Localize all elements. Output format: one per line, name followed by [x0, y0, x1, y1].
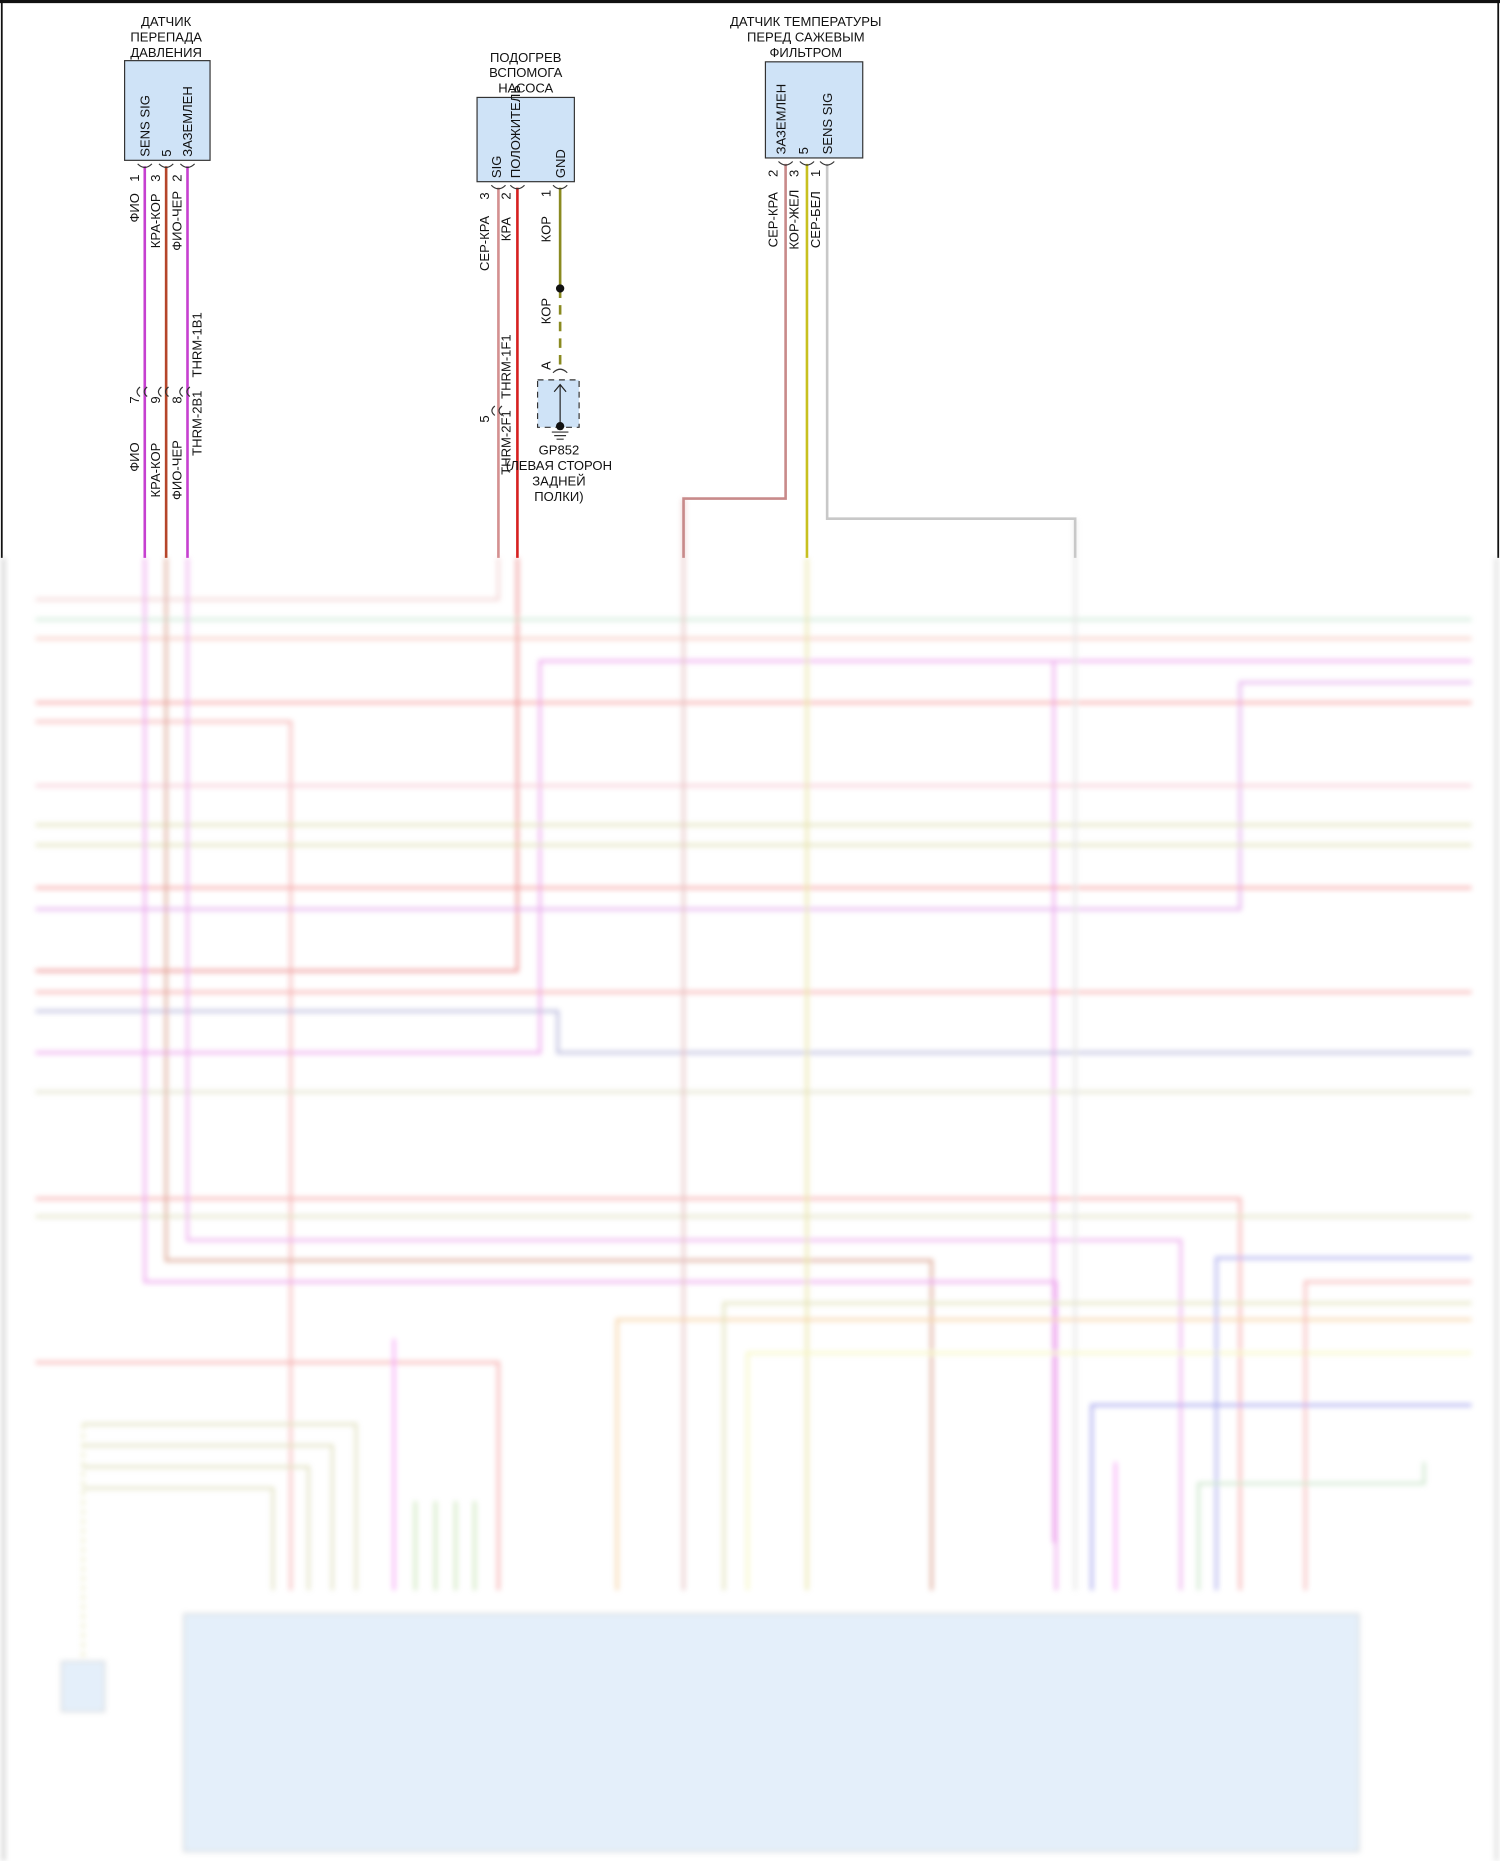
pin-label: GND	[553, 149, 568, 178]
pin-label: SIG	[489, 156, 504, 178]
wire-color-label: КРА-КОР	[148, 193, 163, 248]
pin-number: A	[539, 361, 554, 370]
wire[interactable]	[682, 163, 787, 558]
ground-location: (ЛЕВАЯ СТОРОН	[506, 458, 612, 473]
blurred-harness-area	[2, 498, 1498, 1861]
pin-terminal-icon	[137, 163, 196, 169]
connector-label: THRM-2B1	[190, 391, 205, 456]
splice-dot-icon	[555, 284, 565, 293]
ground-id: GP852	[539, 443, 580, 458]
pin-label: SENS SIG	[138, 95, 153, 157]
wire-color-label: ФИО	[127, 442, 142, 471]
pin-number: 3	[477, 192, 492, 199]
component-title: ПОДОГРЕВ	[490, 50, 562, 65]
arrow-icon	[553, 383, 567, 425]
wire[interactable]	[825, 163, 1077, 558]
wire-color-label: КОР	[539, 298, 554, 325]
connector-label: THRM-2F1	[498, 410, 513, 475]
connector-body[interactable]	[764, 61, 864, 159]
ground-icon	[551, 431, 569, 440]
connector-body[interactable]	[476, 96, 575, 183]
wire-color-label: ФИО-ЧЕР	[170, 191, 185, 251]
inline-connector-icon	[491, 405, 503, 416]
pin-number: 7	[127, 396, 142, 403]
wire-color-label: СЕР-КРА	[765, 192, 780, 248]
pin-label: SENS SIG	[820, 93, 835, 155]
wire-color-label: ФИО	[127, 193, 142, 222]
component-title: ПЕРЕПАДА	[130, 30, 202, 45]
component-title: ФИЛЬТРОМ	[770, 45, 843, 60]
pin-number: 9	[148, 396, 163, 403]
pin-label: ПОЛОЖИТЕЛЬ	[508, 85, 523, 178]
pin-terminal-icon	[490, 184, 568, 190]
auxiliary-pump-heater: ПОДОГРЕВ ВСПОМОГА НАСОСА SIG ПОЛОЖИТЕЛЬ …	[476, 50, 612, 558]
pin-number: 2	[498, 192, 513, 199]
pin-label: ЗАЗЕМЛЕН	[774, 84, 789, 155]
wire-color-label: СЕР-БЕЛ	[808, 191, 823, 248]
ground-location: ЗАДНЕЙ	[532, 473, 585, 488]
pin-number: 2	[170, 174, 185, 181]
pin-number: 3	[787, 170, 802, 177]
component-title: ДАВЛЕНИЯ	[130, 45, 202, 60]
wire-color-label: ФИО-ЧЕР	[170, 440, 185, 500]
component-title: ВСПОМОГА	[489, 65, 562, 80]
pressure-differential-sensor: ДАТЧИК ПЕРЕПАДА ДАВЛЕНИЯ SENS SIG 5 ЗАЗЕ…	[124, 14, 211, 558]
inline-connector-icon	[136, 386, 191, 397]
connector-body[interactable]	[124, 60, 211, 161]
pin-terminal-icon	[552, 368, 568, 374]
pin-number: 3	[148, 174, 163, 181]
pin-label: 5	[159, 150, 174, 157]
wire-color-label: КОР-ЖЕЛ	[787, 190, 802, 250]
connector-label: THRM-1B1	[190, 312, 205, 377]
pin-number: 1	[808, 170, 823, 177]
wire-color-label: КРА	[498, 217, 513, 241]
component-title: ПЕРЕД САЖЕВЫМ	[747, 30, 865, 45]
pin-number: 1	[539, 190, 554, 197]
dpf-temperature-sensor: ДАТЧИК ТЕМПЕРАТУРЫ ПЕРЕД САЖЕВЫМ ФИЛЬТРО…	[682, 14, 1077, 558]
component-title: НАСОСА	[498, 81, 553, 96]
ground-location: ПОЛКИ)	[534, 489, 583, 504]
pin-number: 2	[765, 170, 780, 177]
wire-color-label: СЕР-КРА	[477, 215, 492, 271]
connector-label: THRM-1F1	[498, 334, 513, 399]
wire-color-label: КОР	[539, 216, 554, 243]
pin-number: 8	[170, 396, 185, 403]
ground-point[interactable]	[536, 379, 580, 428]
pin-label: 5	[796, 147, 811, 154]
wire-color-label: КРА-КОР	[148, 442, 163, 497]
component-title: ДАТЧИК ТЕМПЕРАТУРЫ	[730, 14, 881, 29]
splice-dot-icon	[555, 421, 565, 431]
pin-label: ЗАЗЕМЛЕН	[180, 86, 195, 157]
component-title: ДАТЧИК	[141, 14, 192, 29]
frame	[0, 0, 1500, 558]
pin-terminal-icon	[778, 161, 835, 166]
pin-number: 1	[127, 174, 142, 181]
pin-number: 5	[477, 415, 492, 422]
